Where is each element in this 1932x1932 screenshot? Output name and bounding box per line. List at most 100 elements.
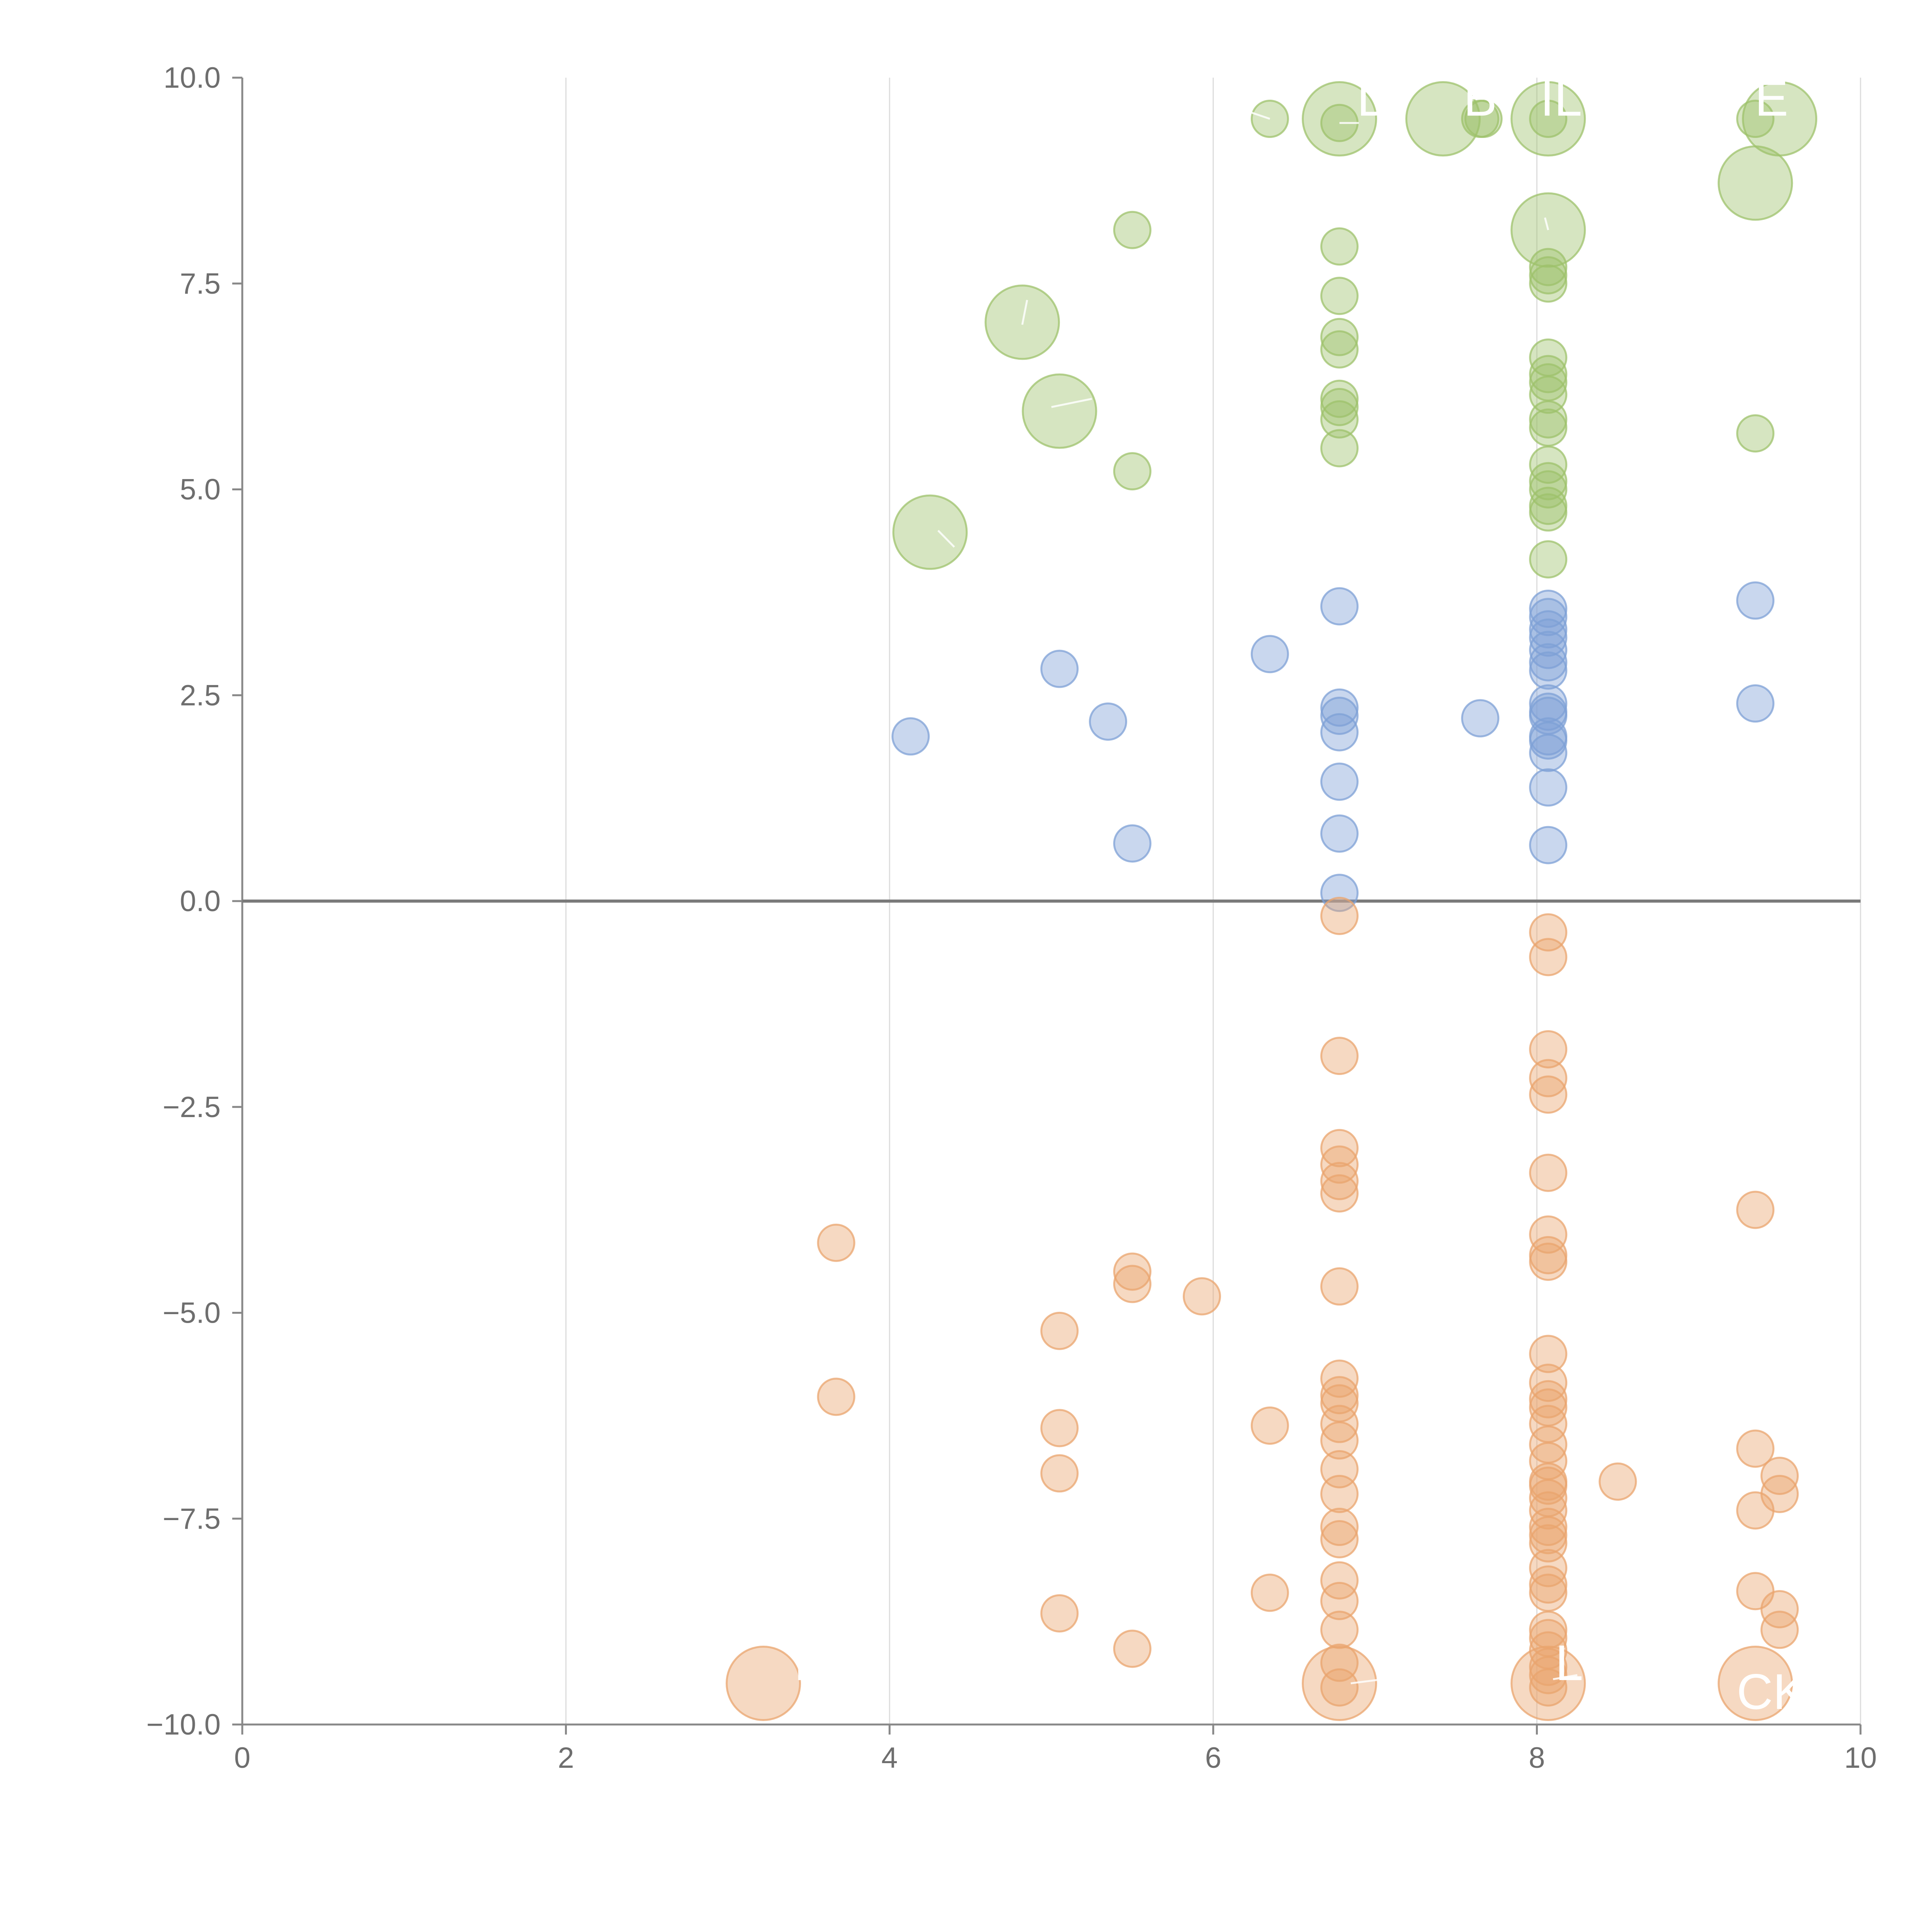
- data-point-orange-8: [1320, 1376, 1359, 1415]
- data-point-orange-3: [1320, 1145, 1359, 1184]
- y-tick-label: −5.0: [163, 1297, 221, 1330]
- data-point-green-18: [1529, 264, 1568, 303]
- data-point-orange-41: [1529, 1508, 1568, 1546]
- y-tick-label: −2.5: [163, 1091, 221, 1124]
- axes: 0 2 4 6 8 10 10.0 7.5 5.0 2.5 0.0 −2.5 −5.0 −7.5 −10.0: [146, 61, 1877, 1774]
- data-point-orange-51: [1529, 1656, 1568, 1694]
- data-point-blue-4: [891, 717, 930, 756]
- data-point-orange-42: [1529, 1516, 1568, 1554]
- data-point-orange-16: [1320, 1561, 1359, 1600]
- y-tick-label: 10.0: [163, 61, 221, 94]
- callout-line-6: [1350, 1678, 1383, 1684]
- data-point-green-29: [1529, 493, 1568, 532]
- x-tick-label: 8: [1529, 1742, 1545, 1774]
- data-points: [726, 81, 1818, 1721]
- data-point-orange-71: [1760, 1475, 1799, 1513]
- data-point-orange-61: [1040, 1594, 1079, 1633]
- data-point-green-14: [1320, 429, 1359, 468]
- x-tick-label: 10: [1844, 1742, 1877, 1774]
- data-point-green-24: [1529, 408, 1568, 447]
- data-point-blue-24: [1529, 721, 1568, 760]
- data-point-green-4: [1529, 100, 1568, 138]
- data-point-blue-28: [1736, 581, 1775, 620]
- series-green: [892, 81, 1818, 579]
- data-point-orange-4: [1320, 1162, 1359, 1201]
- data-point-orange-23: [1529, 1030, 1568, 1069]
- data-point-orange-25: [1529, 1075, 1568, 1114]
- callout-line-7: [1553, 1674, 1578, 1680]
- annotation-label-5: L: [1555, 1634, 1583, 1691]
- data-point-orange-60: [1040, 1454, 1079, 1493]
- y-tick-label: −7.5: [163, 1502, 221, 1535]
- data-point-green-9: [1320, 318, 1359, 356]
- x-tick-label: 2: [558, 1742, 574, 1774]
- data-point-orange-55: [1113, 1252, 1151, 1291]
- data-point-orange-56: [1113, 1265, 1151, 1303]
- data-point-orange-5: [1320, 1174, 1359, 1213]
- data-point-orange-10: [1320, 1405, 1359, 1443]
- data-point-orange-53: [817, 1223, 855, 1262]
- data-point-orange-30: [1529, 1335, 1568, 1373]
- data-point-green-12: [1320, 388, 1359, 426]
- data-point-blue-25: [1529, 733, 1568, 772]
- data-point-orange-57: [1182, 1277, 1221, 1316]
- data-point-blue-0: [1320, 587, 1359, 626]
- data-point-orange-11: [1320, 1421, 1359, 1460]
- data-point-orange-18: [1320, 1611, 1359, 1649]
- data-point-blue-7: [1320, 697, 1359, 735]
- data-point-orange-6: [1320, 1267, 1359, 1306]
- data-point-green-10: [1320, 330, 1359, 369]
- annotation-label-6: CK: [1736, 1663, 1806, 1720]
- data-point-orange-20: [1320, 1668, 1359, 1707]
- annotation-label-3: E: [1755, 70, 1788, 126]
- data-point-green-31: [1736, 414, 1775, 453]
- data-point-green-33: [1405, 81, 1481, 157]
- data-point-orange-15: [1320, 1520, 1359, 1559]
- data-point-orange-29: [1529, 1242, 1568, 1281]
- data-point-blue-5: [1461, 699, 1500, 738]
- data-point-blue-3: [1089, 702, 1128, 741]
- x-tick-label: 4: [881, 1742, 898, 1774]
- data-point-orange-27: [1529, 1215, 1568, 1254]
- data-point-blue-15: [1529, 610, 1568, 649]
- data-point-blue-2: [1040, 650, 1079, 688]
- y-tick-label: 7.5: [180, 267, 221, 300]
- data-point-orange-63: [1250, 1406, 1289, 1445]
- series-blue: [891, 581, 1775, 912]
- data-point-green-39: [1022, 373, 1097, 449]
- data-point-blue-8: [1320, 713, 1359, 752]
- x-tick-label: 0: [234, 1742, 250, 1774]
- data-point-orange-77: [1718, 1645, 1793, 1721]
- annotation-label-4: I: [794, 1634, 808, 1691]
- y-tick-label: 5.0: [180, 473, 221, 506]
- data-point-green-30: [1529, 540, 1568, 579]
- x-tick-label: 6: [1205, 1742, 1221, 1774]
- data-point-blue-11: [1320, 874, 1359, 912]
- data-point-blue-19: [1529, 651, 1568, 690]
- data-point-orange-59: [1040, 1409, 1079, 1447]
- data-point-blue-27: [1529, 826, 1568, 864]
- data-point-orange-22: [1529, 938, 1568, 976]
- annotation-label-0: D: [1357, 70, 1393, 126]
- data-point-orange-13: [1320, 1475, 1359, 1513]
- data-point-green-36: [1718, 145, 1793, 221]
- data-point-green-5: [1736, 100, 1775, 138]
- data-point-blue-14: [1529, 598, 1568, 636]
- data-point-orange-72: [1760, 1590, 1799, 1629]
- data-point-orange-14: [1320, 1508, 1359, 1546]
- data-point-green-27: [1529, 470, 1568, 509]
- data-point-orange-62: [1113, 1629, 1151, 1668]
- y-tick-label: 0.0: [180, 885, 221, 918]
- data-point-blue-13: [1529, 589, 1568, 628]
- data-point-blue-10: [1320, 814, 1359, 853]
- annotation-label-2: IL: [1540, 70, 1582, 126]
- data-point-orange-74: [726, 1645, 801, 1721]
- data-point-orange-54: [817, 1378, 855, 1416]
- data-point-orange-58: [1040, 1311, 1079, 1350]
- callout-line-4: [1051, 398, 1092, 408]
- data-point-orange-66: [1736, 1190, 1775, 1229]
- data-point-orange-64: [1250, 1573, 1289, 1612]
- annotation-label-1: B: [1463, 70, 1497, 126]
- y-tick-label: 2.5: [180, 679, 221, 712]
- data-point-green-23: [1529, 400, 1568, 439]
